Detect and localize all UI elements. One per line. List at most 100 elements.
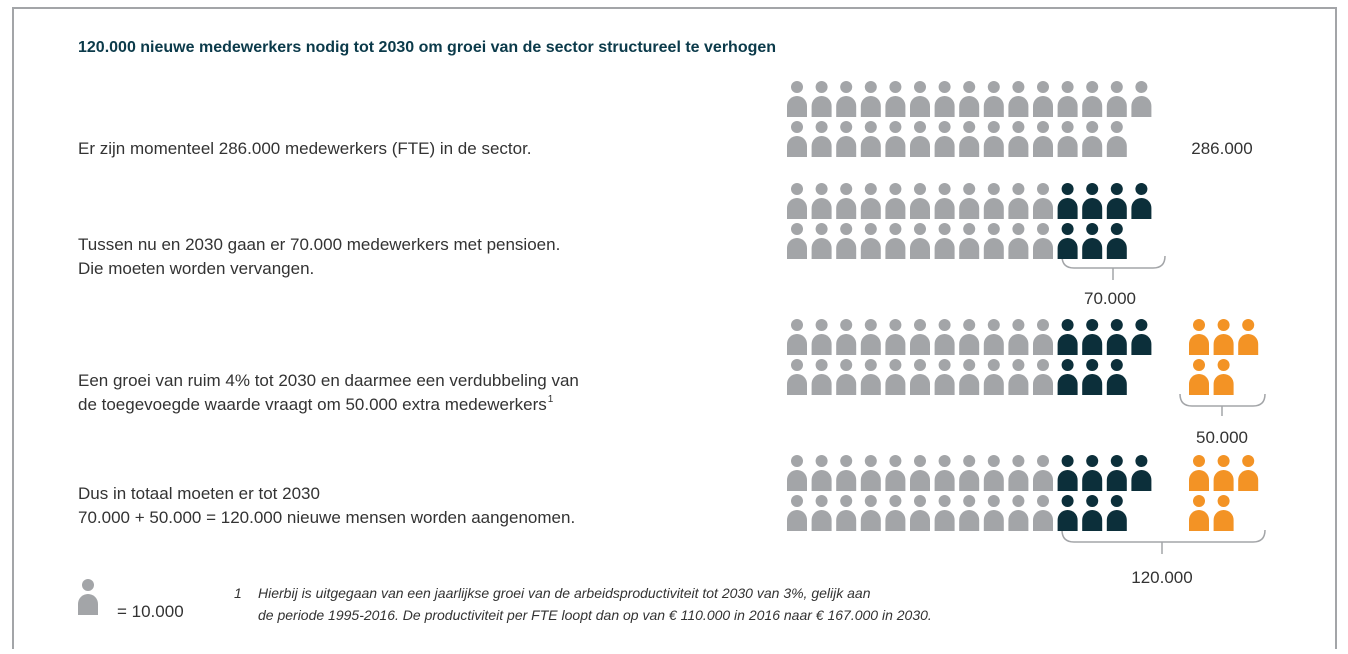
person-icon bbox=[983, 334, 1004, 355]
person-icon bbox=[787, 136, 807, 157]
person-icon bbox=[1213, 510, 1234, 531]
person-icon bbox=[885, 510, 906, 531]
person-icon bbox=[910, 238, 930, 259]
person-icon bbox=[860, 96, 881, 117]
person-icon bbox=[1033, 136, 1053, 157]
row-text: Een groei van ruim 4% tot 2030 en daarme… bbox=[78, 371, 579, 390]
person-icon bbox=[1217, 455, 1230, 467]
person-icon bbox=[1082, 470, 1103, 491]
person-icon bbox=[963, 81, 976, 93]
person-icon bbox=[815, 81, 828, 93]
person-icon bbox=[811, 374, 832, 395]
person-icon bbox=[1193, 455, 1205, 467]
person-icon bbox=[1131, 96, 1152, 117]
person-icon bbox=[1037, 455, 1049, 467]
person-icon bbox=[836, 510, 857, 531]
person-icon bbox=[959, 374, 980, 395]
person-icon bbox=[1242, 455, 1255, 467]
person-icon bbox=[1189, 470, 1209, 491]
person-icon bbox=[1037, 319, 1049, 331]
person-icon bbox=[1193, 495, 1205, 507]
person-icon bbox=[910, 510, 930, 531]
person-icon bbox=[959, 136, 980, 157]
title: 120.000 nieuwe medewerkers nodig tot 203… bbox=[78, 39, 776, 56]
person-icon bbox=[1008, 198, 1029, 219]
person-icon bbox=[864, 455, 877, 467]
person-icon bbox=[1106, 238, 1127, 259]
row-text: Tussen nu en 2030 gaan er 70.000 medewer… bbox=[78, 235, 560, 254]
person-icon bbox=[1189, 334, 1209, 355]
person-icon bbox=[1213, 334, 1234, 355]
person-icon bbox=[1037, 359, 1049, 371]
person-icon bbox=[1037, 81, 1049, 93]
person-icon bbox=[791, 495, 803, 507]
person-icon bbox=[963, 223, 976, 235]
person-icon bbox=[791, 455, 803, 467]
person-icon bbox=[860, 136, 881, 157]
person-icon bbox=[889, 455, 902, 467]
person-icon bbox=[1110, 319, 1123, 331]
person-icon bbox=[1086, 121, 1099, 133]
person-icon bbox=[1213, 470, 1234, 491]
person-icon bbox=[889, 495, 902, 507]
person-icon bbox=[1135, 319, 1148, 331]
legend-text: = 10.000 bbox=[117, 602, 184, 621]
footnote-text: Hierbij is uitgegaan van een jaarlijkse … bbox=[258, 585, 871, 601]
person-icon bbox=[1131, 198, 1152, 219]
person-icon bbox=[1106, 136, 1127, 157]
person-icon bbox=[987, 121, 1000, 133]
person-icon bbox=[1110, 495, 1123, 507]
person-icon bbox=[983, 374, 1004, 395]
person-icon bbox=[1135, 81, 1148, 93]
frame bbox=[12, 7, 1337, 654]
person-icon bbox=[963, 359, 976, 371]
person-icon bbox=[910, 136, 930, 157]
person-icon bbox=[787, 238, 807, 259]
person-icon bbox=[1057, 198, 1078, 219]
person-icon bbox=[983, 510, 1004, 531]
person-icon bbox=[836, 374, 857, 395]
person-icon bbox=[963, 495, 976, 507]
person-icon bbox=[860, 374, 881, 395]
person-icon bbox=[787, 198, 807, 219]
person-icon bbox=[1061, 495, 1074, 507]
person-icon bbox=[860, 334, 881, 355]
person-icon bbox=[983, 470, 1004, 491]
person-icon bbox=[885, 470, 906, 491]
person-icon bbox=[959, 238, 980, 259]
person-icon bbox=[983, 198, 1004, 219]
person-icon bbox=[959, 510, 980, 531]
person-icon bbox=[934, 510, 955, 531]
person-icon bbox=[885, 198, 906, 219]
person-icon bbox=[910, 198, 930, 219]
person-icon bbox=[840, 183, 853, 195]
person-icon bbox=[987, 183, 1000, 195]
person-icon bbox=[836, 470, 857, 491]
person-icon bbox=[938, 223, 951, 235]
person-icon bbox=[1106, 470, 1127, 491]
person-icon bbox=[1008, 510, 1029, 531]
person-icon bbox=[815, 121, 828, 133]
person-icon bbox=[791, 183, 803, 195]
row-text: Er zijn momenteel 286.000 medewerkers (F… bbox=[78, 139, 532, 158]
person-icon bbox=[787, 96, 807, 117]
person-icon bbox=[1037, 121, 1049, 133]
person-icon bbox=[1012, 319, 1025, 331]
person-icon bbox=[1033, 374, 1053, 395]
person-icon bbox=[1012, 223, 1025, 235]
person-icon bbox=[1082, 198, 1103, 219]
person-icon bbox=[983, 96, 1004, 117]
person-icon bbox=[787, 334, 807, 355]
person-icon bbox=[78, 594, 98, 615]
person-icon bbox=[1238, 334, 1259, 355]
person-icon bbox=[934, 238, 955, 259]
person-icon bbox=[1106, 334, 1127, 355]
person-icon bbox=[811, 510, 832, 531]
person-icon bbox=[1008, 238, 1029, 259]
person-icon bbox=[914, 121, 926, 133]
person-icon bbox=[987, 223, 1000, 235]
person-icon bbox=[864, 121, 877, 133]
person-icon bbox=[1061, 81, 1074, 93]
person-icon bbox=[1012, 121, 1025, 133]
person-icon bbox=[889, 81, 902, 93]
